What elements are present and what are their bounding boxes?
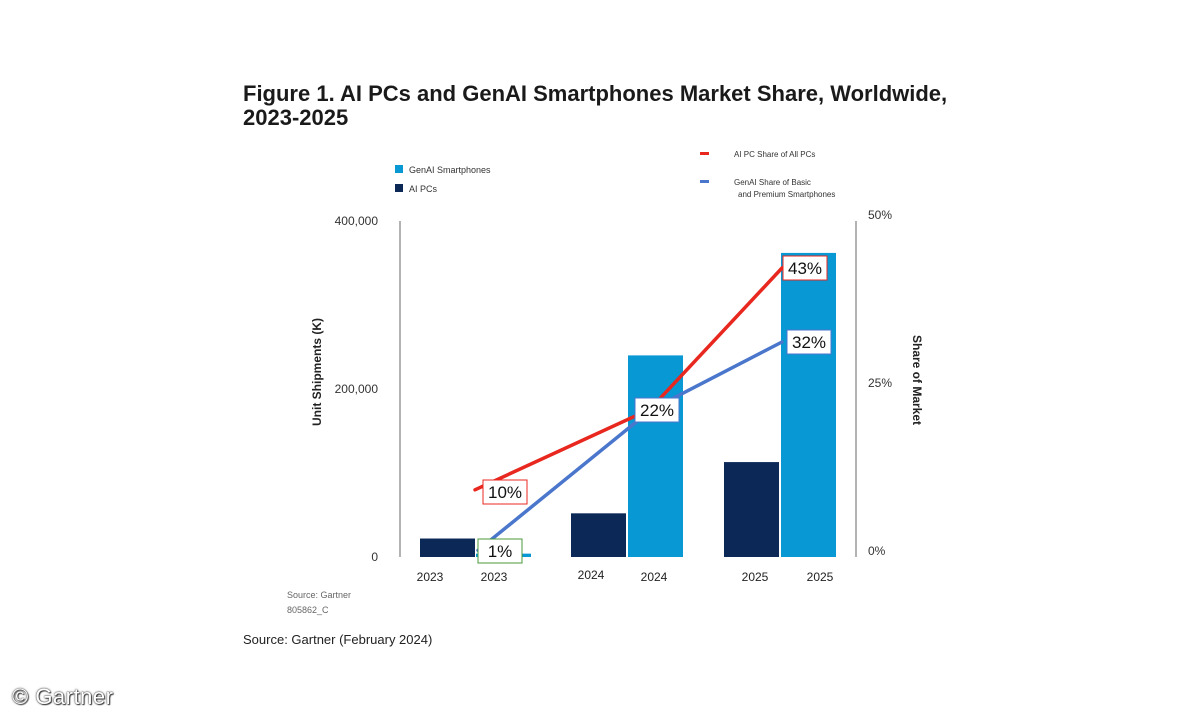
data-label: 10%: [488, 483, 522, 502]
x-tick-label: 2023: [417, 570, 444, 584]
y2-axis-title: Share of Market: [910, 335, 924, 425]
x-tick-label: 2025: [742, 570, 769, 584]
legend-label-genai-share: GenAI Share of Basic: [734, 178, 811, 187]
watermark: © Gartner: [12, 684, 114, 709]
legend-swatch-ai-pc-share: [700, 152, 709, 155]
y2-tick-label: 50%: [868, 208, 892, 222]
x-tick-label: 2023: [481, 570, 508, 584]
y-tick-label: 200,000: [335, 382, 379, 396]
source-caption: Source: Gartner (February 2024): [243, 632, 433, 647]
data-label-box: [634, 397, 680, 423]
x-tick-label: 2025: [807, 570, 834, 584]
data-labels: 10% 22% 43% 1% 32%: [477, 255, 832, 564]
data-label-box: [477, 538, 523, 564]
figure-id: 805862_C: [287, 605, 329, 615]
data-label: 22%: [640, 401, 674, 420]
data-label: 43%: [788, 259, 822, 278]
legend-swatch-ai-pcs: [395, 184, 403, 192]
legend-label-ai-pcs: AI PCs: [409, 184, 438, 194]
data-label-box: [782, 255, 828, 281]
legend-swatch-genai-share: [700, 180, 709, 183]
data-label: 32%: [792, 333, 826, 352]
data-label-box: [786, 329, 832, 355]
data-label: 1%: [488, 542, 513, 561]
inner-source: Source: Gartner: [287, 590, 351, 600]
y2-tick-label: 0%: [868, 544, 886, 558]
y-tick-label: 0: [371, 550, 378, 564]
legend-label-genai-share-line2: and Premium Smartphones: [738, 190, 835, 199]
axes: 400,000 200,000 0 50% 25% 0% Unit Shipments (K…: [310, 208, 924, 584]
bar-genai-smartphones: [628, 355, 683, 557]
y-axis-title: Unit Shipments (K): [310, 318, 324, 426]
x-tick-label: 2024: [578, 568, 605, 582]
bar-ai-pcs: [420, 538, 475, 557]
legend: GenAI Smartphones AI PCs AI PC Share of Al…: [395, 150, 835, 199]
legend-label-ai-pc-share: AI PC Share of All PCs: [734, 150, 815, 159]
y2-tick-label: 25%: [868, 376, 892, 390]
y-tick-label: 400,000: [335, 214, 379, 228]
chart-title: Figure 1. AI PCs and GenAI Smartphones M…: [243, 81, 948, 130]
legend-label-genai-smartphones: GenAI Smartphones: [409, 165, 491, 175]
x-tick-label: 2024: [641, 570, 668, 584]
bar-genai-smartphones: [781, 252, 836, 558]
bar-ai-pcs: [724, 462, 779, 557]
data-label-box: [482, 479, 528, 505]
bars: [420, 252, 836, 558]
legend-swatch-genai-smartphones: [395, 165, 403, 173]
bar-ai-pcs: [571, 513, 626, 557]
